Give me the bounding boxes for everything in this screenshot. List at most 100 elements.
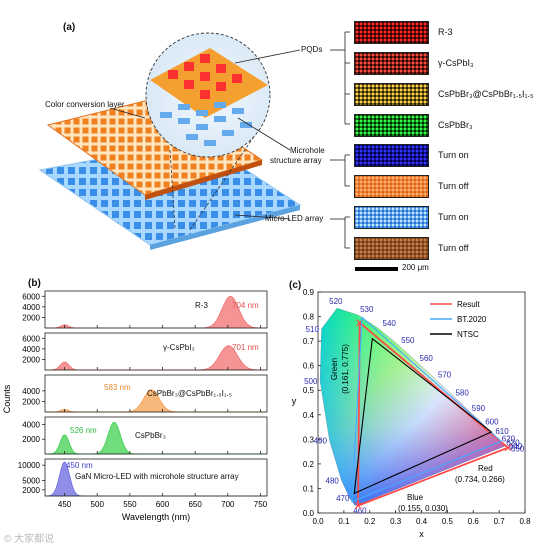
- gamut-triangle: [353, 337, 493, 495]
- y-tick-label: 0.6: [303, 362, 315, 371]
- x-tick-label: 600: [156, 500, 170, 509]
- panel-a-label: (a): [63, 22, 76, 33]
- wavelength-label: 650: [511, 445, 525, 454]
- swatch-label: Turn off: [438, 181, 469, 191]
- x-tick-label: 450: [58, 500, 72, 509]
- panel-b-label: (b): [28, 278, 41, 289]
- y-tick-label: 0.5: [303, 386, 315, 395]
- x-tick-label: 0.7: [494, 517, 506, 526]
- y-tick-label: 0.8: [303, 313, 315, 322]
- y-tick-label: 0.3: [303, 435, 315, 444]
- red-label: Red: [478, 464, 493, 473]
- x-tick-label: 0.4: [416, 517, 428, 526]
- subplot-frame: [44, 458, 268, 497]
- x-tick-label: 650: [188, 500, 202, 509]
- y-tick-label: 6000: [22, 334, 40, 343]
- x-tick-label: 0.8: [519, 517, 531, 526]
- y-tick-label: 0.7: [303, 337, 315, 346]
- panel-c-label: (c): [289, 280, 302, 291]
- y-tick-label: 0.4: [303, 411, 315, 420]
- device-illustration: [38, 31, 350, 250]
- red-coord-label: (0.734, 0.266): [455, 475, 505, 484]
- swatch-label: Turn on: [438, 212, 469, 222]
- series-label: CsPbBr₃: [135, 431, 166, 440]
- y-tick-label: 10000: [18, 461, 41, 470]
- pqd-swatch: [354, 52, 429, 75]
- x-tick-label: 0.6: [468, 517, 480, 526]
- y-tick-label: 4000: [22, 420, 40, 429]
- x-tick-label: 0.1: [338, 517, 350, 526]
- y-tick-label: 4000: [22, 303, 40, 312]
- result-point-marker: [504, 444, 512, 452]
- subplot-frame: [44, 332, 268, 371]
- wavelength-label: 610: [495, 427, 509, 436]
- legend-label: Result: [457, 300, 480, 309]
- series-label: R-3: [195, 301, 208, 310]
- wavelength-label: 470: [336, 494, 350, 503]
- x-tick-label: 700: [221, 500, 235, 509]
- color-conversion-label: Color conversion layer: [45, 100, 125, 109]
- y-tick-label: 6000: [22, 292, 40, 301]
- zoom-inset: [146, 33, 270, 157]
- pqds-label: PQDs: [301, 45, 323, 54]
- microhole-label-1: Microhole: [290, 146, 325, 155]
- y-tick-label: 2000: [22, 397, 40, 406]
- pqd-swatch: [354, 114, 429, 137]
- blue-label: Blue: [407, 493, 424, 502]
- wavelength-label: 520: [329, 297, 343, 306]
- swatch-label: Turn off: [438, 243, 469, 253]
- legend-label: BT.2020: [457, 315, 487, 324]
- x-axis-label: Wavelength (nm): [122, 512, 190, 522]
- x-tick-label: 0.3: [390, 517, 402, 526]
- wavelength-label: 500: [304, 377, 318, 386]
- swatch-label: γ-CsPbI₃: [438, 58, 474, 68]
- pqd-swatch: [354, 21, 429, 44]
- y-tick-label: 4000: [22, 387, 40, 396]
- swatch-label: CsPbBr₃: [438, 120, 473, 130]
- subplot-frame: [44, 416, 268, 455]
- peak-label: 583 nm: [104, 383, 131, 392]
- spectral-locus-shade-cyan: [320, 308, 506, 506]
- x-tick-label: 750: [254, 500, 268, 509]
- wavelength-label: 630: [506, 438, 520, 447]
- cie-chart: 0.0 0.1 0.2 0.3 0.4 0.5 0.6 0.7 0.8 0.0 0.1 0.2 0.3 0…: [292, 288, 531, 539]
- y-tick-label: 0.2: [303, 460, 315, 469]
- y-tick-label: 2000: [22, 313, 40, 322]
- pqd-swatch: [354, 237, 429, 260]
- wavelength-label: 540: [383, 319, 397, 328]
- x-axis-label: x: [419, 529, 424, 539]
- x-tick-label: 500: [91, 500, 105, 509]
- y-tick-label: 4000: [22, 345, 40, 354]
- wavelength-label: 510: [306, 325, 320, 334]
- swatch-label: CsPbBr₃@CsPbBr₁.₅I₁.₅: [438, 89, 534, 99]
- microled-label: Micro-LED array: [265, 214, 324, 223]
- y-tick-label: 2000: [22, 355, 40, 364]
- blue-coord-label: (0.155, 0.030): [398, 504, 448, 513]
- wavelength-label: 490: [314, 437, 328, 446]
- swatch-label: Turn on: [438, 150, 469, 160]
- y-tick-label: 0.9: [303, 288, 315, 297]
- x-tick-label: 0.2: [364, 517, 376, 526]
- wavelength-label: 550: [401, 336, 415, 345]
- y-axis-label: Counts: [2, 384, 12, 413]
- x-tick-label: 550: [123, 500, 137, 509]
- gamut-triangle: [357, 320, 510, 507]
- wavelength-label: 640: [509, 442, 523, 451]
- scale-bar-label: 200 μm: [402, 263, 429, 272]
- y-tick-label: 0.0: [303, 509, 315, 518]
- panel-a: (a): [38, 21, 534, 272]
- y-tick-label: 2000: [22, 435, 40, 444]
- gamut-triangle: [351, 316, 503, 503]
- wavelength-label: 600: [485, 417, 499, 426]
- wavelength-label: 620: [502, 434, 516, 443]
- y-tick-label: 2000: [22, 486, 40, 495]
- result-point-marker: [354, 502, 362, 510]
- peak-label: 450 nm: [66, 461, 93, 470]
- wavelength-label: 580: [455, 388, 469, 397]
- spectra-chart: 2000400060002000400060002000400020004000…: [2, 290, 268, 522]
- peak-label: 704 nm: [232, 301, 259, 310]
- y-tick-label: 5000: [22, 477, 40, 486]
- subplot-frame: [44, 290, 268, 329]
